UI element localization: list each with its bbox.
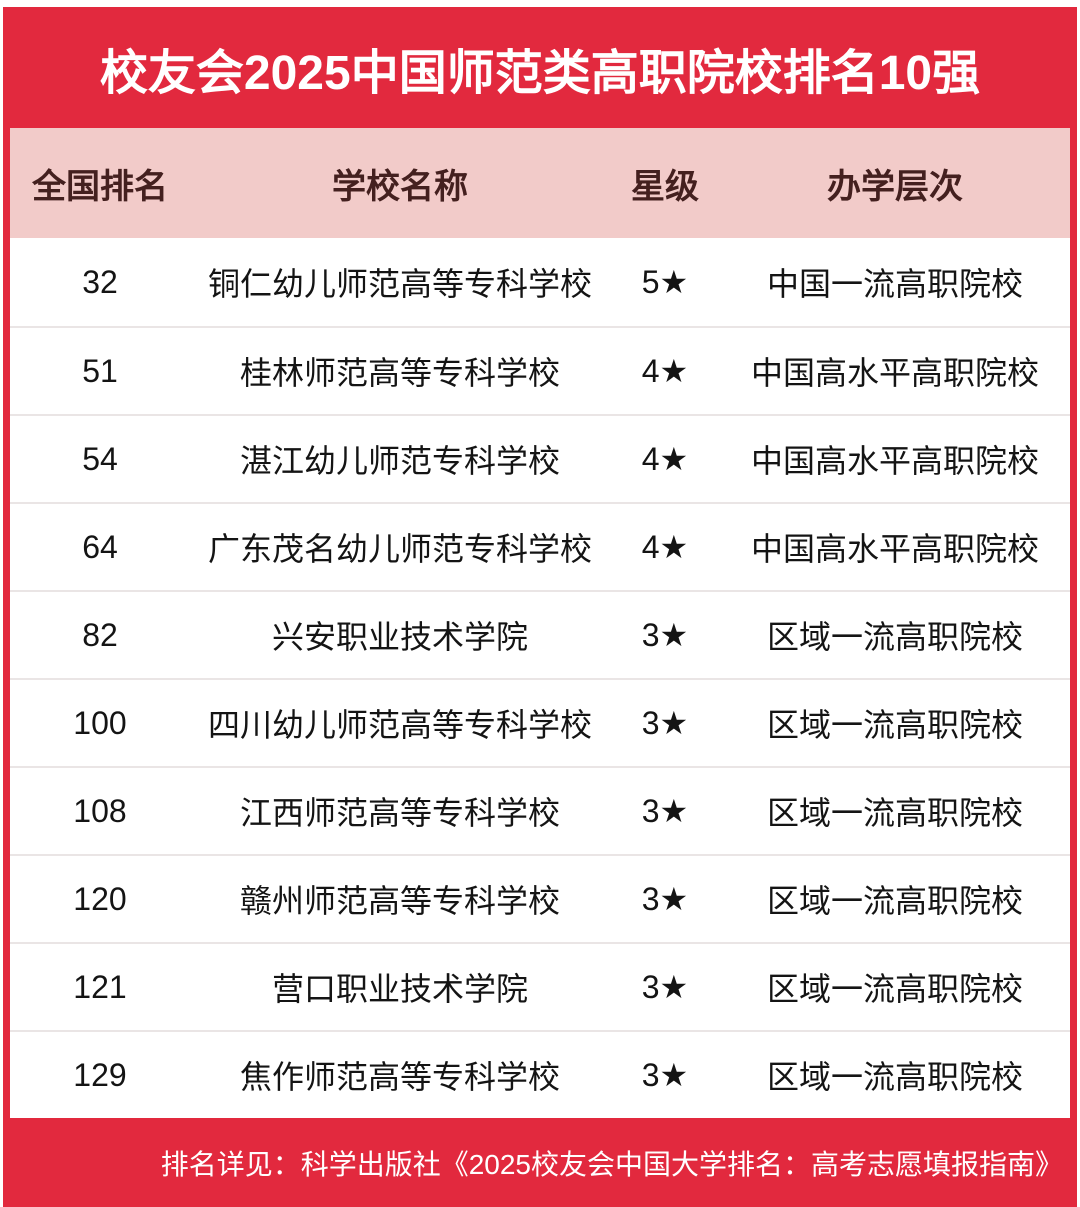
rank-cell: 129	[73, 1056, 127, 1093]
footer-note: 排名详见：科学出版社《2025校友会中国大学排名：高考志愿填报指南》	[160, 1148, 1063, 1180]
table-row: 54 湛江幼儿师范专科学校 4★ 中国高水平高职院校	[10, 414, 1070, 502]
level-cell: 区域一流高职院校	[766, 619, 1023, 655]
school-cell: 湛江幼儿师范专科学校	[239, 443, 560, 479]
star-cell: 3★	[641, 969, 689, 1005]
table-row: 120 赣州师范高等专科学校 3★ 区域一流高职院校	[10, 854, 1070, 942]
school-cell: 广东茂名幼儿师范专科学校	[207, 531, 592, 567]
rank-cell: 120	[73, 880, 127, 917]
school-cell: 四川幼儿师范高等专科学校	[207, 707, 592, 743]
table-row: 32 铜仁幼儿师范高等专科学校 5★ 中国一流高职院校	[10, 238, 1070, 326]
school-cell: 营口职业技术学院	[271, 971, 528, 1007]
table-row: 108 江西师范高等专科学校 3★ 区域一流高职院校	[10, 766, 1070, 854]
level-cell: 中国高水平高职院校	[750, 355, 1039, 391]
footer-band: 排名详见：科学出版社《2025校友会中国大学排名：高考志愿填报指南》	[3, 1118, 1077, 1207]
level-cell: 区域一流高职院校	[766, 795, 1023, 831]
star-cell: 3★	[641, 793, 689, 829]
rank-cell: 64	[82, 528, 118, 565]
rank-cell: 121	[73, 968, 127, 1005]
school-cell: 赣州师范高等专科学校	[239, 883, 560, 919]
star-cell: 3★	[641, 1057, 689, 1093]
table-row: 64 广东茂名幼儿师范专科学校 4★ 中国高水平高职院校	[10, 502, 1070, 590]
rank-cell: 54	[82, 440, 118, 477]
title-band: 校友会2025中国师范类高职院校排名10强	[3, 7, 1077, 128]
ranking-infographic: 校友会2025中国师范类高职院校排名10强 全国排名 学校名称 星级 办学层次 …	[3, 7, 1077, 1207]
level-cell: 中国高水平高职院校	[750, 443, 1039, 479]
level-cell: 区域一流高职院校	[766, 883, 1023, 919]
table-row: 100 四川幼儿师范高等专科学校 3★ 区域一流高职院校	[10, 678, 1070, 766]
school-cell: 兴安职业技术学院	[271, 619, 528, 655]
level-cell: 区域一流高职院校	[766, 971, 1023, 1007]
star-cell: 4★	[641, 529, 689, 565]
rank-cell: 32	[82, 263, 118, 300]
column-header-school: 学校名称	[332, 167, 468, 206]
table-row: 121 营口职业技术学院 3★ 区域一流高职院校	[10, 942, 1070, 1030]
level-cell: 中国高水平高职院校	[750, 531, 1039, 567]
page-title: 校友会2025中国师范类高职院校排名10强	[99, 46, 981, 100]
table-body: 32 铜仁幼儿师范高等专科学校 5★ 中国一流高职院校 51 桂林师范高等专科学…	[10, 238, 1070, 1118]
table-header-row: 全国排名 学校名称 星级 办学层次	[10, 128, 1070, 238]
school-cell: 焦作师范高等专科学校	[239, 1059, 560, 1095]
column-header-rank: 全国排名	[32, 167, 168, 206]
star-cell: 4★	[641, 441, 689, 477]
rank-cell: 100	[73, 704, 127, 741]
rank-cell: 51	[82, 352, 118, 389]
level-cell: 区域一流高职院校	[766, 707, 1023, 743]
star-cell: 3★	[641, 705, 689, 741]
school-cell: 江西师范高等专科学校	[239, 795, 560, 831]
rank-cell: 108	[73, 792, 127, 829]
school-cell: 桂林师范高等专科学校	[239, 355, 560, 391]
level-cell: 区域一流高职院校	[766, 1059, 1023, 1095]
star-cell: 4★	[641, 353, 689, 389]
star-cell: 5★	[641, 264, 689, 300]
column-header-star: 星级	[631, 167, 699, 206]
level-cell: 中国一流高职院校	[766, 266, 1023, 302]
table-row: 82 兴安职业技术学院 3★ 区域一流高职院校	[10, 590, 1070, 678]
school-cell: 铜仁幼儿师范高等专科学校	[207, 266, 592, 302]
rank-cell: 82	[82, 616, 118, 653]
ranking-table: 全国排名 学校名称 星级 办学层次 32 铜仁幼儿师范高等专科学校 5★ 中国一…	[10, 128, 1070, 1118]
star-cell: 3★	[641, 617, 689, 653]
star-cell: 3★	[641, 881, 689, 917]
table-row: 129 焦作师范高等专科学校 3★ 区域一流高职院校	[10, 1030, 1070, 1118]
table-row: 51 桂林师范高等专科学校 4★ 中国高水平高职院校	[10, 326, 1070, 414]
column-header-level: 办学层次	[827, 167, 963, 206]
